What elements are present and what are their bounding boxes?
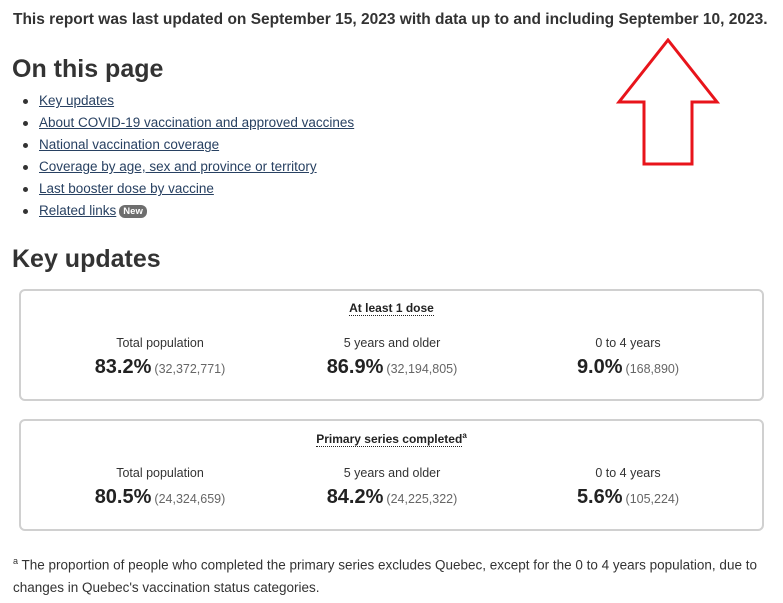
stat-count: (32,194,805) — [386, 362, 458, 376]
stat-label: 0 to 4 years — [595, 466, 661, 480]
stat-count: (24,324,659) — [154, 492, 226, 506]
list-item: National vaccination coverage — [18, 136, 354, 158]
stat-percent: 5.6% — [576, 486, 623, 508]
footnote: a The proportion of people who completed… — [13, 550, 773, 599]
footnote-marker: a — [13, 556, 19, 566]
toc-link-related-links[interactable]: Related links — [39, 203, 117, 218]
stat-percent: 9.0% — [576, 356, 623, 378]
stat-percent: 80.5% — [94, 486, 152, 508]
footnote-text: The proportion of people who completed t… — [13, 557, 757, 595]
panel-heading-at-least-one-dose[interactable]: At least 1 dose — [349, 301, 434, 316]
stat-total-population: Total population 83.2% (32,372,771) — [60, 336, 260, 379]
stat-label: Total population — [116, 336, 204, 350]
toc-link-last-booster[interactable]: Last booster dose by vaccine — [39, 181, 214, 196]
stat-percent: 84.2% — [326, 486, 384, 508]
annotation-arrow-shape — [615, 38, 721, 166]
stat-label: 0 to 4 years — [595, 336, 661, 350]
toc-link-key-updates[interactable]: Key updates — [39, 93, 115, 108]
stat-total-population: Total population 80.5% (24,324,659) — [60, 466, 260, 509]
list-item: Last booster dose by vaccine — [18, 180, 354, 202]
toc-link-national-coverage[interactable]: National vaccination coverage — [39, 137, 220, 152]
stat-0-to-4-years: 0 to 4 years 9.0% (168,890) — [528, 336, 728, 379]
stat-label: 5 years and older — [343, 466, 441, 480]
stat-count: (24,225,322) — [386, 492, 458, 506]
stat-label: 5 years and older — [343, 336, 441, 350]
stat-count: (32,372,771) — [154, 362, 226, 376]
stat-label: Total population — [116, 466, 204, 480]
report-update-note: This report was last updated on Septembe… — [13, 11, 768, 28]
at-least-one-dose-panel: At least 1 dose Total population 83.2% (3… — [19, 289, 764, 401]
stat-percent: 86.9% — [326, 356, 384, 378]
stat-percent: 83.2% — [94, 356, 152, 378]
stat-5-years-and-older: 5 years and older 86.9% (32,194,805) — [292, 336, 492, 379]
list-item: Coverage by age, sex and province or ter… — [18, 158, 354, 180]
stat-count: (105,224) — [625, 492, 680, 506]
footnote-ref[interactable]: a — [462, 431, 467, 440]
new-badge: New — [119, 205, 147, 218]
key-updates-heading: Key updates — [12, 245, 161, 273]
up-arrow-icon — [615, 38, 721, 166]
stat-5-years-and-older: 5 years and older 84.2% (24,225,322) — [292, 466, 492, 509]
stat-0-to-4-years: 0 to 4 years 5.6% (105,224) — [528, 466, 728, 509]
list-item: Key updates — [18, 92, 354, 114]
table-of-contents: Key updates About COVID-19 vaccination a… — [18, 92, 354, 224]
list-item: Related links New — [18, 202, 354, 224]
panel-heading-primary-series[interactable]: Primary series completed — [316, 432, 463, 447]
primary-series-completed-panel: Primary series completeda Total populati… — [19, 419, 764, 531]
toc-link-about-vaccination[interactable]: About COVID-19 vaccination and approved … — [39, 115, 355, 130]
toc-link-coverage-by-age[interactable]: Coverage by age, sex and province or ter… — [39, 159, 317, 174]
list-item: About COVID-19 vaccination and approved … — [18, 114, 354, 136]
stat-count: (168,890) — [625, 362, 680, 376]
on-this-page-heading: On this page — [12, 55, 164, 83]
